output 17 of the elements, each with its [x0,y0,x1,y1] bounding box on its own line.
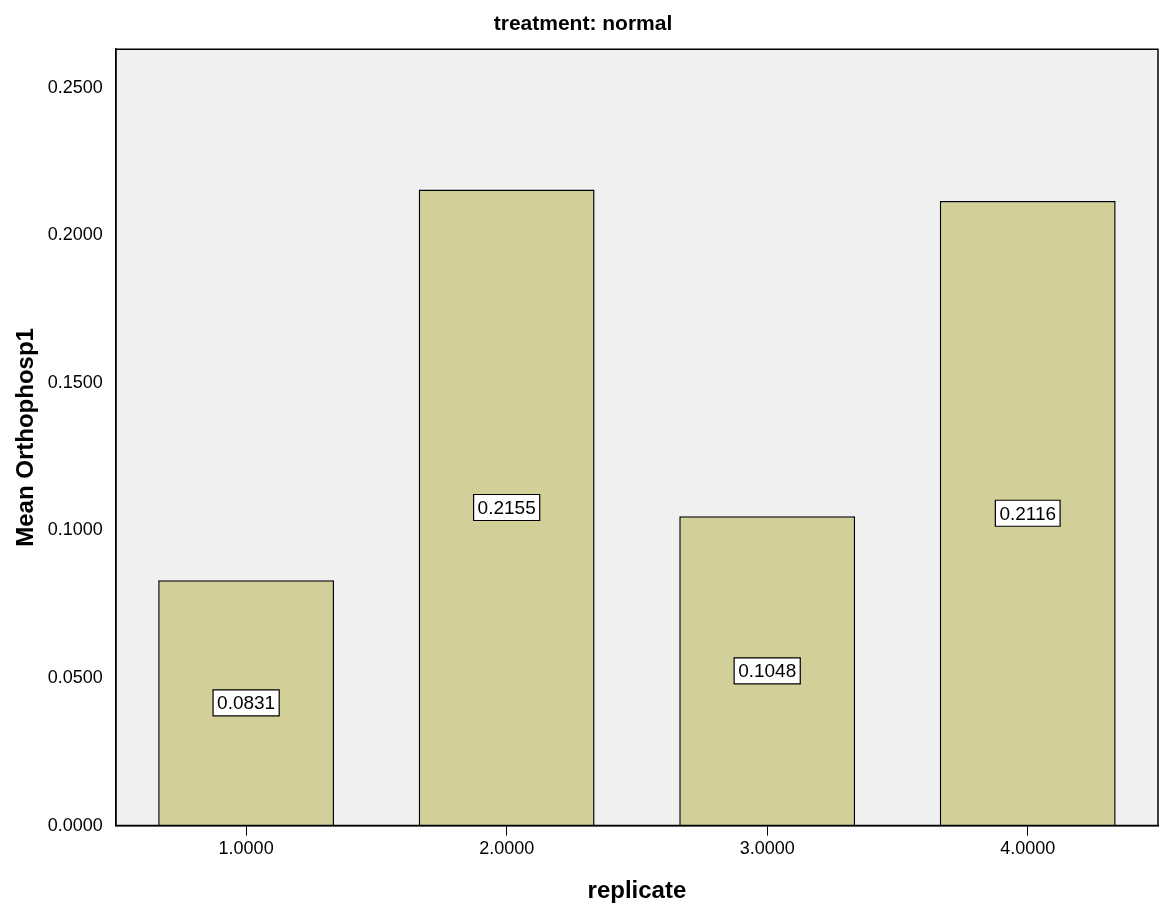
y-axis-title: Mean Orthophosp1 [11,328,39,547]
y-tick-label: 0.1000 [47,519,103,540]
y-tick-label: 0.1500 [47,371,103,392]
y-tick-label: 0.2000 [47,224,103,245]
y-tick-label: 0.0500 [47,666,103,687]
x-tick-label: 2.0000 [479,838,535,859]
data-label: 0.2116 [999,502,1057,524]
x-axis-title: replicate [587,876,687,904]
x-tick-label: 4.0000 [1000,838,1056,859]
data-label: 0.2155 [477,496,536,518]
data-label: 0.1048 [738,660,797,682]
y-tick-label: 0.0000 [47,814,103,835]
x-tick-label: 3.0000 [739,838,795,859]
chart-title: treatment: normal [493,11,673,35]
data-label: 0.0831 [217,692,276,714]
x-tick-label: 1.0000 [218,838,274,859]
y-tick-label: 0.2500 [47,76,103,97]
